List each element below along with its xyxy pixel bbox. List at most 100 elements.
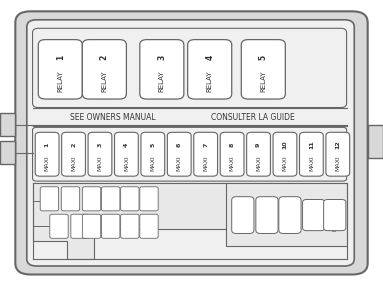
FancyBboxPatch shape [88, 132, 112, 176]
FancyBboxPatch shape [303, 200, 325, 231]
Text: 21: 21 [127, 190, 133, 197]
Text: RELAY: RELAY [57, 70, 63, 92]
Text: 4: 4 [124, 142, 129, 147]
Text: 6: 6 [177, 142, 182, 147]
FancyBboxPatch shape [256, 197, 278, 233]
Text: MAXI: MAXI [203, 155, 208, 171]
FancyBboxPatch shape [40, 187, 59, 211]
FancyBboxPatch shape [82, 40, 126, 99]
Text: 10: 10 [282, 140, 288, 149]
Text: 17: 17 [89, 190, 94, 197]
FancyBboxPatch shape [115, 132, 138, 176]
Text: RELAY: RELAY [159, 70, 165, 92]
Text: 5: 5 [259, 55, 268, 60]
FancyBboxPatch shape [273, 132, 297, 176]
Text: MAXI: MAXI [309, 155, 314, 171]
FancyBboxPatch shape [82, 187, 101, 211]
FancyBboxPatch shape [71, 214, 89, 238]
FancyBboxPatch shape [167, 132, 191, 176]
FancyBboxPatch shape [326, 132, 350, 176]
Text: MAXI: MAXI [150, 155, 155, 171]
FancyBboxPatch shape [140, 40, 184, 99]
Text: MAXI: MAXI [97, 155, 103, 171]
Text: CONSULTER LA GUIDE: CONSULTER LA GUIDE [211, 113, 295, 122]
Text: 27: 27 [287, 203, 293, 211]
Text: CB: CB [311, 220, 316, 227]
FancyBboxPatch shape [61, 187, 80, 211]
Text: 11: 11 [309, 140, 314, 149]
Text: 16: 16 [77, 218, 83, 224]
Bar [33, 184, 347, 259]
Bar [0, 113, 15, 136]
FancyBboxPatch shape [241, 40, 285, 99]
Text: DIODE: DIODE [332, 215, 337, 231]
Text: MIN: MIN [89, 199, 94, 209]
Text: MAXI: MAXI [264, 216, 270, 230]
Text: MAXI: MAXI [282, 155, 288, 171]
Text: 28: 28 [311, 203, 316, 211]
Text: MIN: MIN [146, 227, 152, 236]
Text: 18: 18 [89, 218, 94, 224]
FancyBboxPatch shape [324, 200, 346, 231]
FancyBboxPatch shape [15, 11, 368, 275]
Text: MAXI: MAXI [124, 155, 129, 171]
FancyBboxPatch shape [33, 28, 347, 108]
Text: 5: 5 [150, 142, 155, 147]
Text: MIN: MIN [146, 199, 152, 209]
FancyBboxPatch shape [279, 197, 301, 233]
FancyBboxPatch shape [101, 187, 120, 211]
Text: MAXI: MAXI [229, 155, 235, 171]
FancyBboxPatch shape [140, 214, 158, 238]
Text: 2: 2 [100, 55, 109, 60]
FancyBboxPatch shape [247, 132, 270, 176]
Polygon shape [33, 183, 228, 259]
Text: 22: 22 [127, 218, 133, 224]
Text: MIN: MIN [56, 227, 62, 236]
Bar [0, 142, 15, 164]
Text: MAXI: MAXI [177, 155, 182, 171]
Text: 4: 4 [205, 55, 214, 60]
FancyBboxPatch shape [62, 132, 85, 176]
Text: 9: 9 [256, 142, 261, 147]
Text: 14: 14 [56, 218, 62, 224]
Text: RELAY: RELAY [101, 70, 107, 92]
FancyBboxPatch shape [121, 187, 139, 211]
FancyBboxPatch shape [141, 132, 165, 176]
FancyBboxPatch shape [33, 127, 347, 181]
Text: RELAY: RELAY [207, 70, 213, 92]
Text: MIN: MIN [108, 227, 113, 236]
Text: 26: 26 [264, 203, 270, 211]
Text: 7: 7 [203, 142, 208, 147]
Text: MIN: MIN [47, 199, 52, 209]
FancyBboxPatch shape [194, 132, 218, 176]
Text: MAXI: MAXI [44, 155, 50, 171]
Text: 1: 1 [56, 55, 65, 60]
Text: MIN: MIN [89, 227, 94, 236]
Text: 3: 3 [97, 142, 103, 147]
FancyBboxPatch shape [300, 132, 323, 176]
Text: 19: 19 [108, 190, 113, 197]
FancyBboxPatch shape [121, 214, 139, 238]
FancyBboxPatch shape [140, 187, 158, 211]
FancyBboxPatch shape [50, 214, 68, 238]
Text: 3: 3 [157, 55, 166, 60]
Text: MIN: MIN [68, 199, 73, 209]
Text: RELAY: RELAY [260, 70, 266, 92]
Text: 15: 15 [68, 190, 73, 197]
FancyBboxPatch shape [27, 20, 354, 266]
Text: 13: 13 [47, 190, 52, 197]
Text: 1: 1 [44, 142, 50, 147]
Text: 12: 12 [335, 140, 340, 149]
Bar [368, 125, 383, 158]
Text: MIN: MIN [127, 199, 133, 209]
Text: 23: 23 [146, 190, 152, 197]
FancyBboxPatch shape [232, 197, 254, 233]
Text: MIN: MIN [108, 199, 113, 209]
FancyBboxPatch shape [35, 132, 59, 176]
Text: 2: 2 [71, 142, 76, 147]
Text: 8: 8 [229, 142, 235, 147]
Text: 24: 24 [146, 218, 152, 224]
Bar [226, 183, 347, 246]
Text: MIN: MIN [127, 227, 133, 236]
FancyBboxPatch shape [82, 214, 101, 238]
